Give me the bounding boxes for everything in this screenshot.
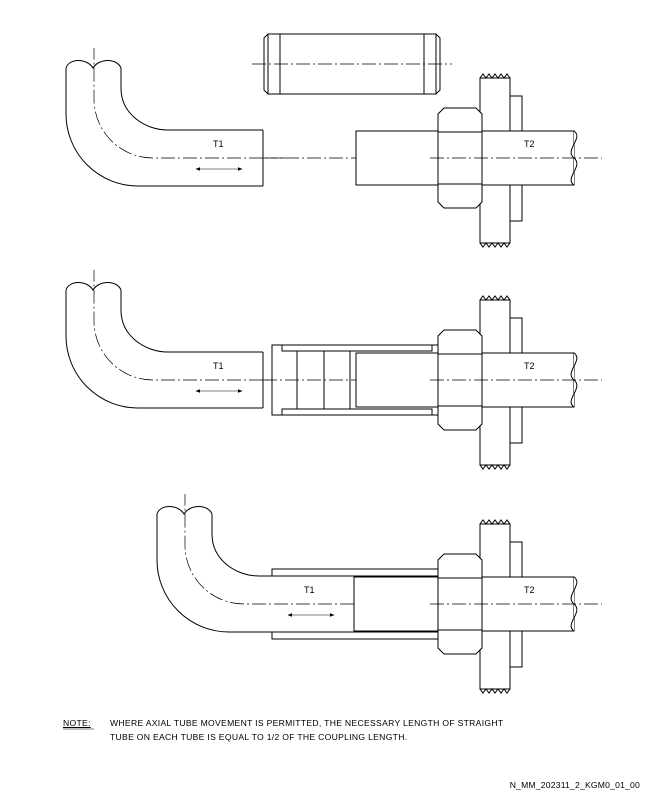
tube-t1-elbow — [156, 493, 377, 633]
view-3-coupling-installed: T1 T2 — [156, 493, 603, 694]
label-t1: T1 — [304, 585, 315, 595]
tube-t1-elbow — [65, 47, 286, 187]
view-1-before-assembly: T1 T2 — [65, 33, 603, 248]
label-t1: T1 — [213, 361, 224, 371]
view-2-coupling-positioned: T1 T2 — [65, 269, 603, 470]
label-t1: T1 — [213, 139, 224, 149]
label-t2: T2 — [524, 585, 535, 595]
note-text-line-2: TUBE ON EACH TUBE IS EQUAL TO 1/2 OF THE… — [110, 732, 408, 742]
tube-t1-elbow — [65, 269, 286, 409]
coupling-sleeve — [252, 33, 452, 95]
note-text-line-1: WHERE AXIAL TUBE MOVEMENT IS PERMITTED, … — [110, 718, 504, 728]
coupling-sleeve-section — [271, 568, 439, 640]
bulkhead-fitting — [429, 295, 603, 470]
note-label: NOTE: — [63, 718, 91, 728]
bulkhead-fitting — [429, 519, 603, 694]
bulkhead-fitting — [429, 73, 603, 248]
label-t2: T2 — [524, 139, 535, 149]
tube-t2-end — [355, 130, 439, 186]
label-t2: T2 — [524, 361, 535, 371]
figure-reference-code: N_MM_202311_2_KGM0_01_00 — [509, 780, 640, 790]
